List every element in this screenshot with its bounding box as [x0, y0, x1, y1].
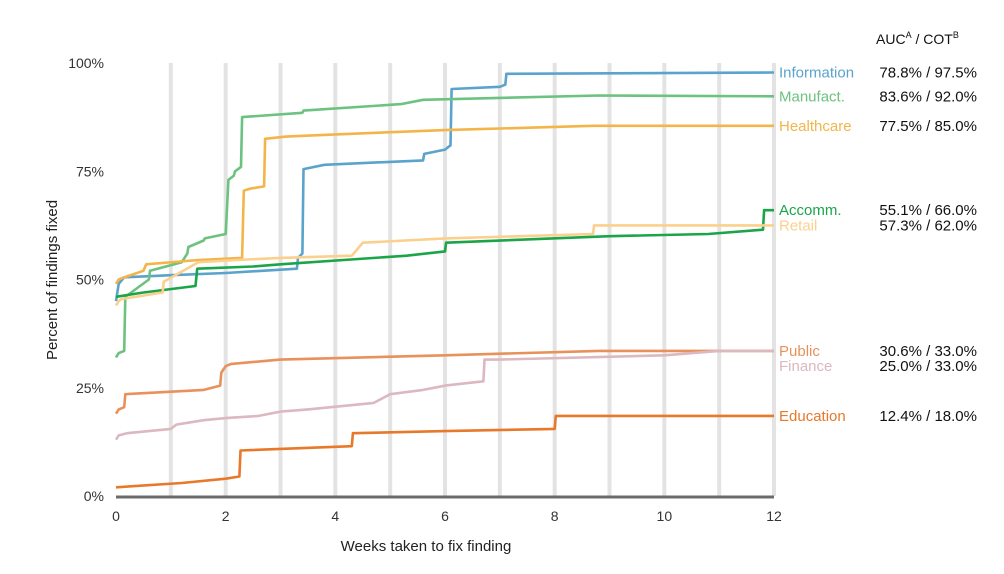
- axes: 0 2 4 6 8 10 12 0% 25% 50% 75% 100%: [68, 55, 782, 524]
- y-tick-label: 25%: [76, 380, 104, 396]
- series-line-manufact: [114, 94, 775, 359]
- y-tick-label: 0%: [84, 488, 104, 504]
- series-line-finance: [114, 349, 774, 441]
- series-label-public: Public: [779, 343, 820, 360]
- y-tick-label: 100%: [68, 55, 104, 71]
- series-label-retail: Retail: [779, 217, 817, 234]
- series-line-healthcare: [114, 124, 774, 285]
- series-metrics-education: 12.4% / 18.0%: [879, 408, 977, 425]
- series-line-accomm: [115, 208, 774, 299]
- y-tick-label: 75%: [76, 163, 104, 179]
- x-tick-label: 8: [551, 508, 559, 524]
- series-label-accomm: Accomm.: [779, 202, 842, 219]
- series-metrics-public: 30.6% / 33.0%: [879, 343, 977, 360]
- x-tick-label: 0: [112, 508, 120, 524]
- series-line-education: [115, 414, 774, 489]
- series-label-manufact: Manufact.: [779, 88, 845, 105]
- y-axis-title: Percent of findings fixed: [44, 200, 61, 360]
- y-tick-label: 50%: [76, 272, 104, 288]
- series-metrics-retail: 57.3% / 62.0%: [879, 217, 977, 234]
- series-labels: Information 78.8% / 97.5% Manufact. 83.6% /…: [779, 65, 977, 425]
- x-tick-label: 10: [657, 508, 673, 524]
- x-tick-label: 4: [331, 508, 339, 524]
- series-line-retail: [114, 224, 774, 307]
- series-line-public: [114, 349, 774, 415]
- series-label-healthcare: Healthcare: [779, 118, 852, 135]
- series-metrics-information: 78.8% / 97.5%: [879, 65, 977, 82]
- x-tick-label: 6: [441, 508, 449, 524]
- series-line-information: [114, 71, 775, 302]
- series-metrics-accomm: 55.1% / 66.0%: [879, 202, 977, 219]
- series-metrics-finance: 25.0% / 33.0%: [879, 358, 977, 375]
- x-tick-label: 2: [222, 508, 230, 524]
- series-label-finance: Finance: [779, 358, 832, 375]
- series-label-information: Information: [779, 65, 854, 82]
- series-lines: [114, 71, 775, 489]
- series-label-education: Education: [779, 408, 846, 425]
- x-tick-label: 12: [766, 508, 782, 524]
- series-metrics-healthcare: 77.5% / 85.0%: [879, 118, 977, 135]
- series-metrics-manufact: 83.6% / 92.0%: [879, 88, 977, 105]
- metrics-header: AUCA / COTB: [876, 30, 959, 47]
- vertical-gridlines: [168, 63, 776, 496]
- x-axis-title: Weeks taken to fix finding: [341, 538, 512, 555]
